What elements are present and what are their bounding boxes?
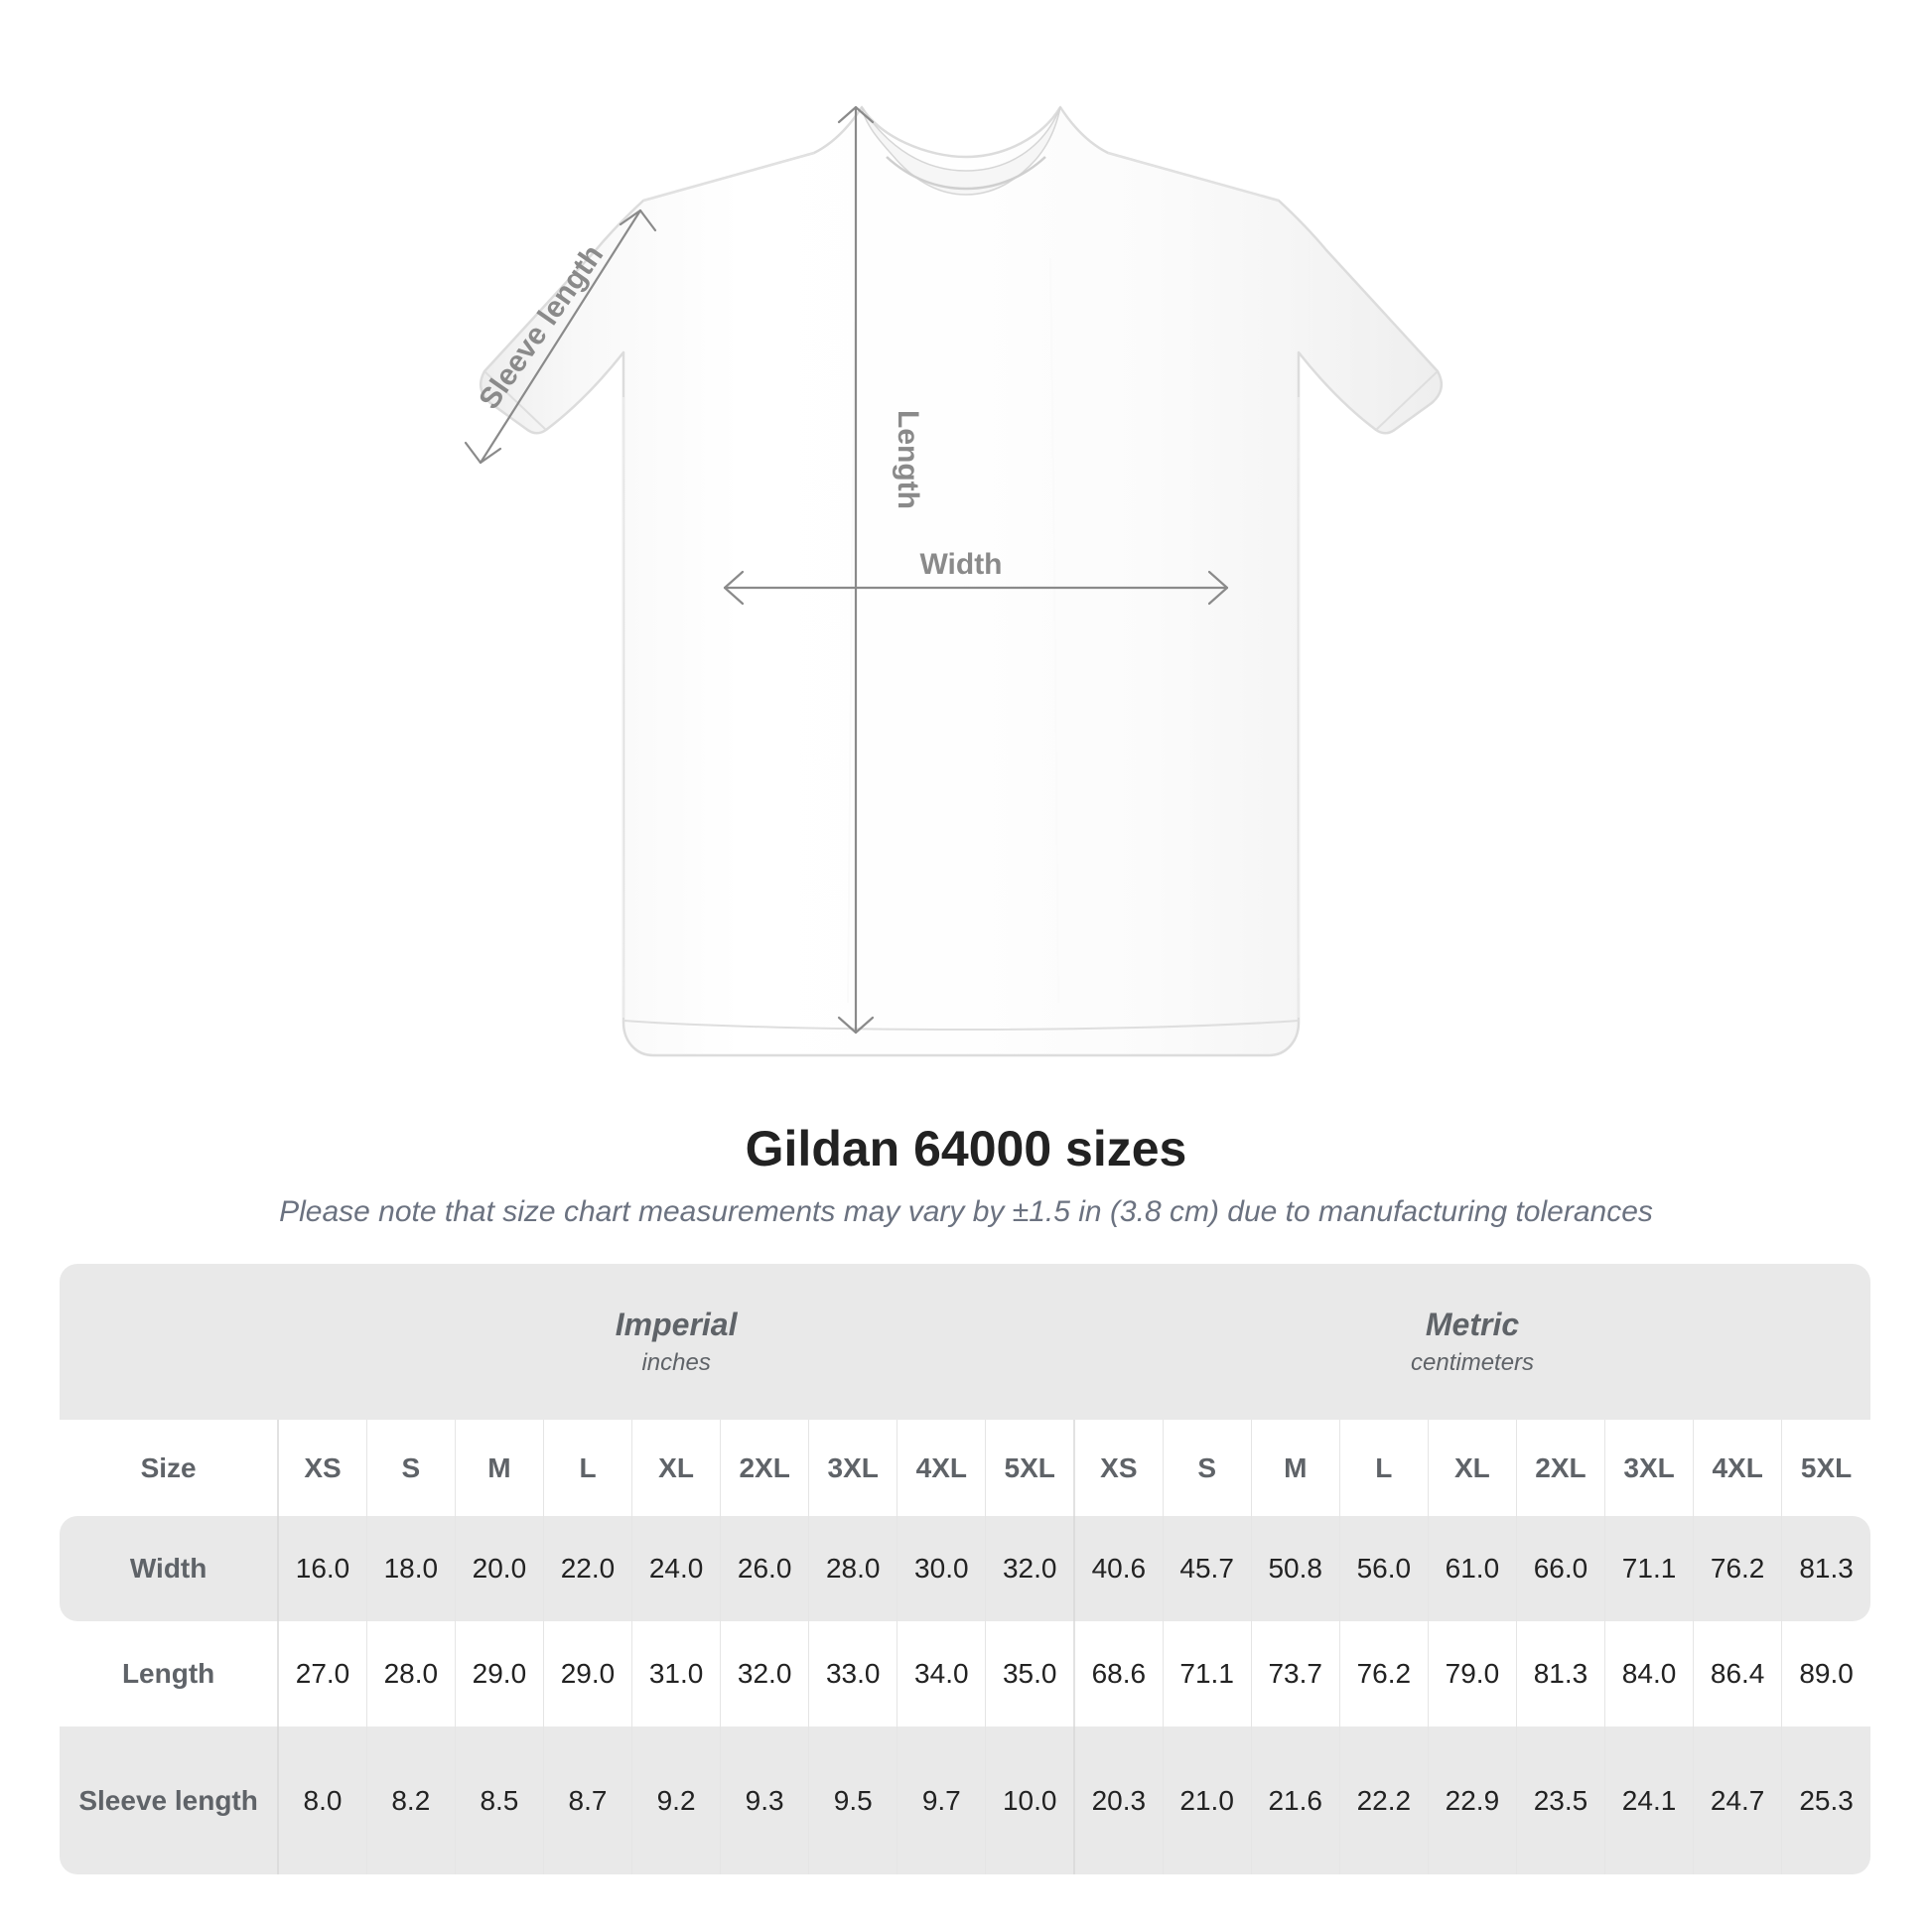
svg-text:Sleeve length: Sleeve length (473, 239, 610, 415)
svg-text:Length: Length (892, 410, 924, 509)
svg-text:Width: Width (919, 548, 1002, 581)
